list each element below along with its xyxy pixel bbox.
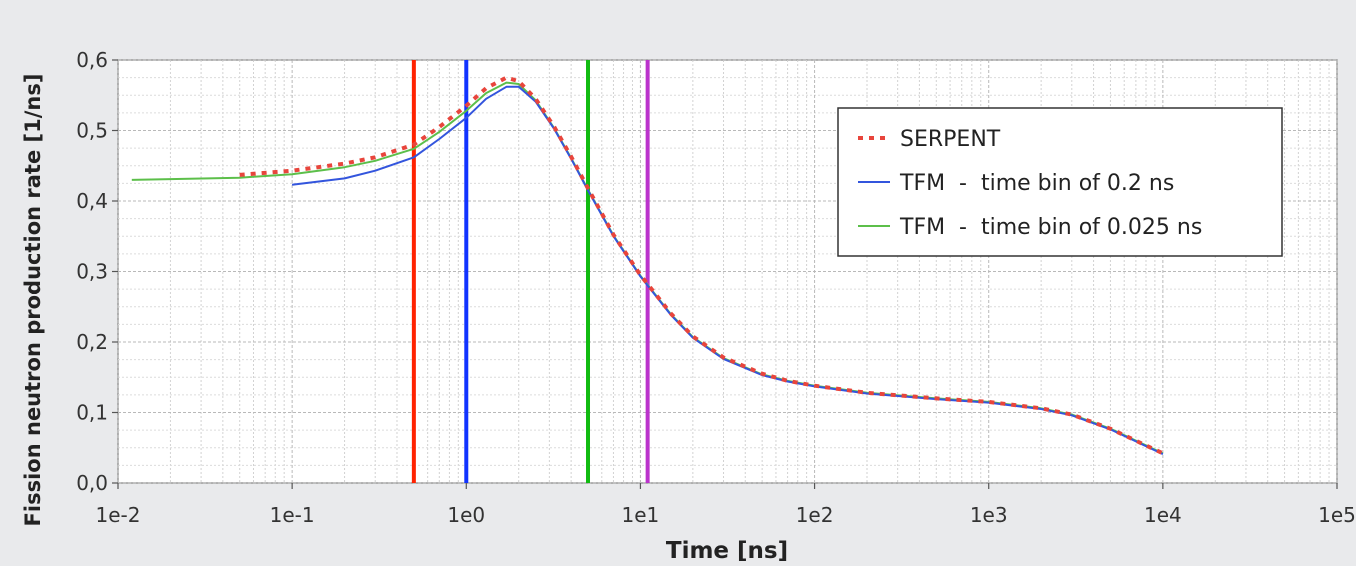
x-tick-label: 1e5 [1318,503,1356,527]
x-tick-label: 1e0 [447,503,485,527]
legend-label-1: TFM - time bin of 0.2 ns [899,171,1174,196]
x-axis-label: Time [ns] [666,538,788,564]
x-tick-label: 1e4 [1144,503,1182,527]
series-line-1 [291,85,1164,456]
legend-label-2: TFM - time bin of 0.025 ns [899,215,1202,240]
legend: SERPENT TFM - time bin of 0.2 ns TFM - tim… [837,107,1283,257]
y-axis-ticks: 0,0 0,1 0,2 0,3 0,4 0,5 0,6 [76,48,118,495]
x-tick-label: 1e-1 [270,503,315,527]
x-tick-label: 1e2 [796,503,834,527]
y-tick-label: 0,4 [76,189,108,213]
vertical-markers [411,60,650,483]
y-tick-label: 0,1 [76,401,108,425]
x-tick-label: 1e3 [970,503,1008,527]
y-tick-label: 0,6 [76,48,108,72]
legend-box [837,107,1283,257]
y-tick-label: 0,3 [76,260,108,284]
series-line-0 [239,75,1164,456]
y-tick-label: 0,2 [76,330,108,354]
y-axis-label: Fission neutron production rate [1/ns] [21,74,45,527]
x-axis-ticks: 1e-2 1e-1 1e0 1e1 1e2 1e3 1e4 1e5 [96,483,1356,527]
y-tick-label: 0,0 [76,471,108,495]
series-layer [131,75,1164,456]
y-tick-label: 0,5 [76,119,108,143]
x-tick-label: 1e1 [622,503,660,527]
x-tick-label: 1e-2 [96,503,141,527]
legend-label-0: SERPENT [900,127,1001,152]
